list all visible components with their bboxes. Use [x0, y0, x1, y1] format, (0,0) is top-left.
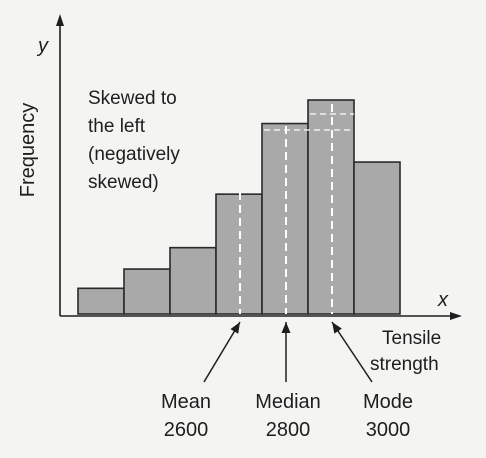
- mean-arrow: [203, 321, 241, 383]
- y-axis-arrowhead: [56, 14, 64, 26]
- median-arrow-head: [281, 322, 291, 333]
- mode-label: Mode: [363, 391, 413, 413]
- histogram-bar: [353, 161, 401, 315]
- skew-annotation-line2: the left: [88, 116, 146, 137]
- skew-annotation-line3: (negatively: [88, 144, 180, 165]
- skew-annotation-line4: skewed): [88, 172, 159, 193]
- y-axis-letter: y: [36, 35, 49, 57]
- mean-arrow-head: [230, 322, 240, 334]
- histogram-bar: [169, 246, 217, 315]
- marker-lines: [203, 104, 373, 383]
- mode-arrow: [331, 321, 373, 383]
- x-axis-title-line2: strength: [370, 354, 439, 375]
- median-value: 2800: [266, 419, 311, 441]
- mean-label: Mean: [161, 391, 211, 413]
- x-axis-arrowhead: [450, 312, 462, 320]
- mode-arrow-head: [332, 322, 342, 334]
- y-axis-title: Frequency: [17, 103, 39, 198]
- histogram-bars: [77, 99, 401, 315]
- x-axis-title-line1: Tensile: [382, 328, 441, 349]
- histogram-bar: [215, 193, 263, 315]
- histogram-bar: [123, 268, 171, 315]
- median-label: Median: [255, 391, 321, 413]
- skew-annotation-line1: Skewed to: [88, 88, 177, 109]
- mean-value: 2600: [164, 419, 209, 441]
- x-axis-letter: x: [437, 289, 449, 311]
- histogram-bar: [77, 287, 125, 315]
- mode-value: 3000: [366, 419, 411, 441]
